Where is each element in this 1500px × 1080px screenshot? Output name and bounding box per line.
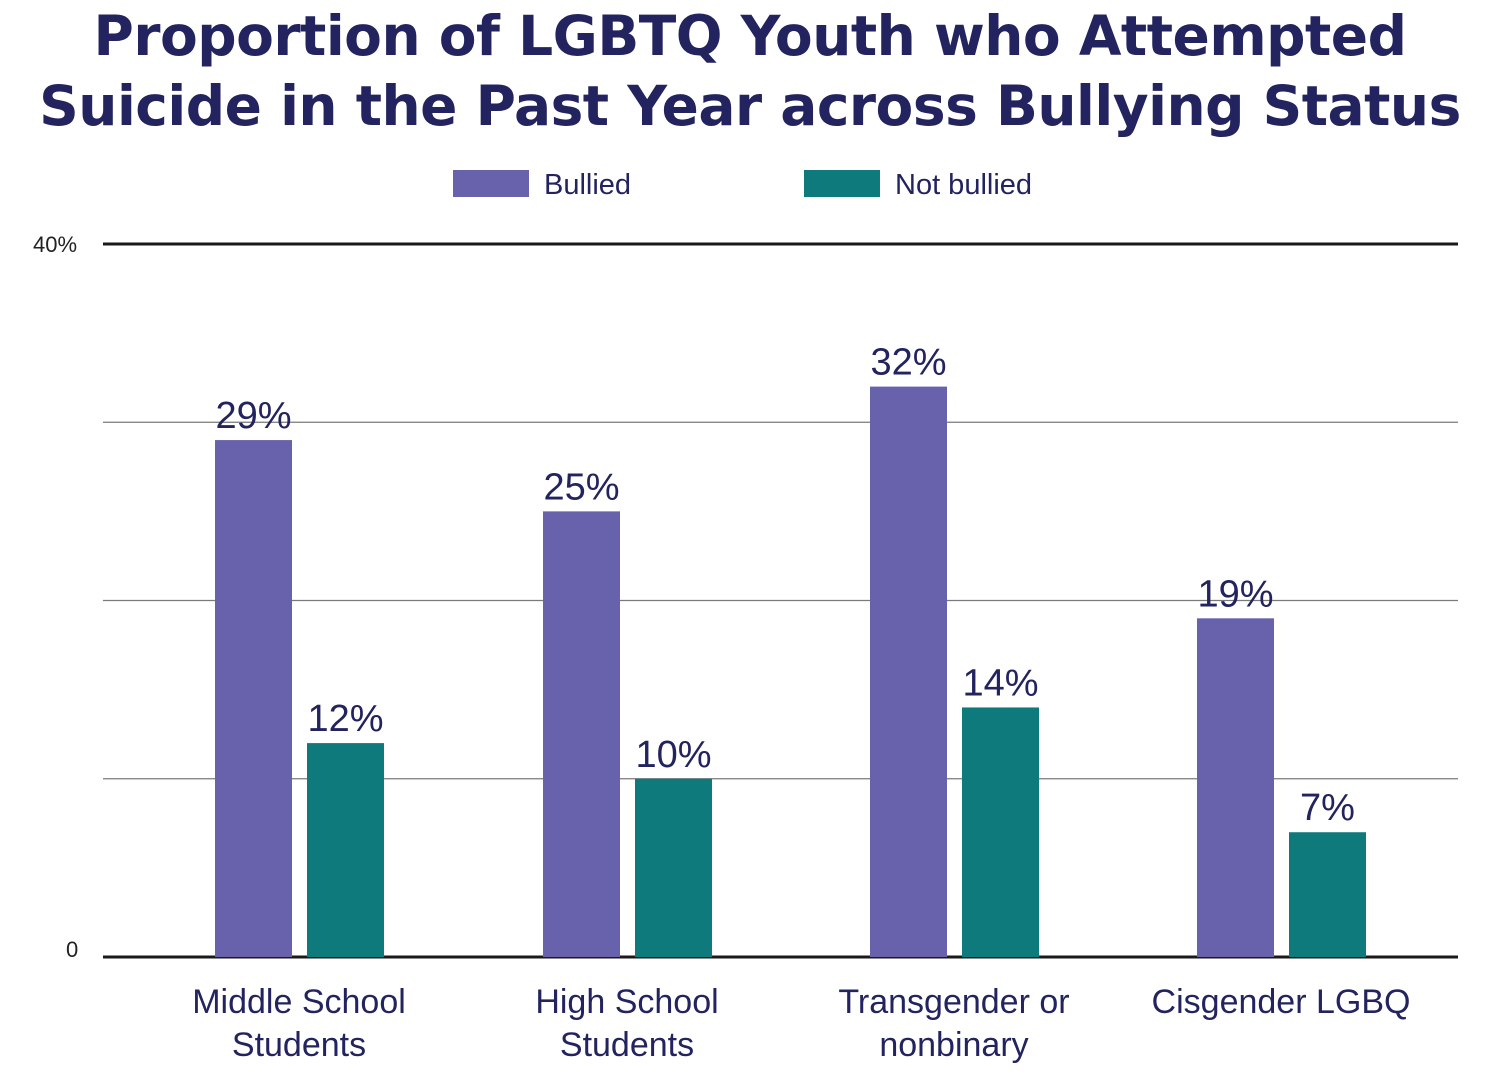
value-labels: 29% 12% 25% 10% 32% 14% 19% 7% [215, 342, 1354, 830]
category-label: Cisgender LGBQ [1152, 983, 1411, 1021]
value-label: 19% [1197, 573, 1273, 615]
y-axis: 40% 0 [33, 232, 78, 962]
category-label: High School Students [535, 983, 718, 1064]
value-label: 10% [635, 734, 711, 776]
legend-swatch-bullied [453, 170, 529, 197]
bar-bullied [1197, 618, 1274, 957]
legend: Bullied Not bullied [453, 169, 1032, 201]
category-label: Middle School Students [192, 983, 406, 1064]
bars [215, 386, 1366, 958]
value-label: 25% [543, 466, 619, 508]
category-label: Transgender or nonbinary [838, 983, 1069, 1064]
value-label: 32% [870, 342, 946, 384]
chart-title-line-2: Suicide in the Past Year across Bullying… [39, 74, 1461, 138]
bar-not-bullied [962, 707, 1039, 957]
bar-bullied [543, 511, 620, 957]
value-label: 29% [215, 395, 291, 437]
value-label: 14% [962, 662, 1038, 704]
y-tick-label-bottom: 0 [66, 937, 78, 962]
legend-label-not-bullied: Not bullied [895, 169, 1032, 201]
bar-not-bullied [1289, 832, 1366, 957]
legend-swatch-not-bullied [804, 170, 880, 197]
chart-title-line-1: Proportion of LGBTQ Youth who Attempted [93, 4, 1407, 68]
legend-label-bullied: Bullied [544, 169, 631, 201]
bar-bullied [870, 386, 947, 958]
bar-bullied [215, 440, 292, 957]
category-labels: Middle School Students High School Students… [192, 983, 1410, 1064]
value-label: 7% [1300, 787, 1355, 829]
bar-not-bullied [635, 778, 712, 957]
y-tick-label-top: 40% [33, 232, 77, 257]
value-label: 12% [307, 698, 383, 740]
bar-not-bullied [307, 743, 384, 957]
